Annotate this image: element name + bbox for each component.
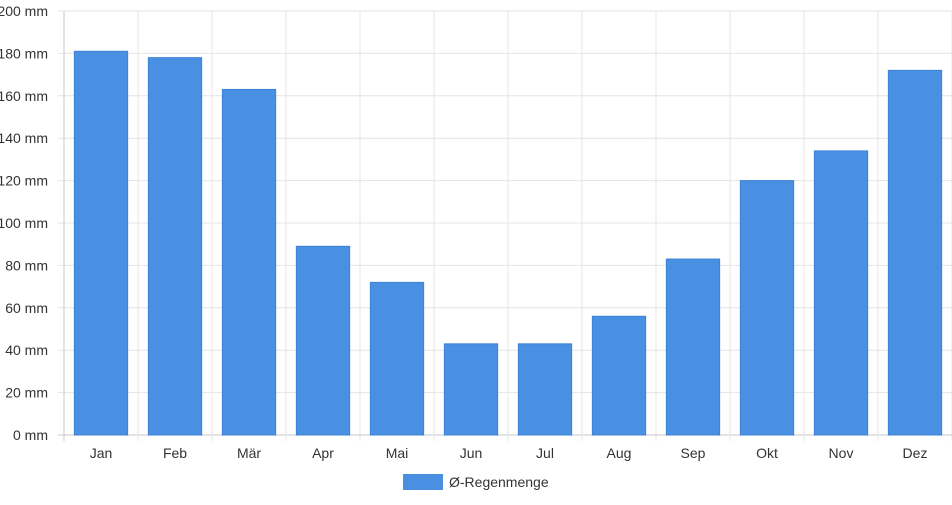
y-tick-label: 140 mm: [0, 130, 48, 146]
bar: [887, 69, 943, 436]
legend-swatch: [403, 474, 443, 490]
bar: [443, 343, 499, 436]
x-tick-label: Okt: [756, 445, 778, 461]
x-tick-label: Nov: [829, 445, 854, 461]
y-tick-label: 180 mm: [0, 45, 48, 61]
y-tick-label: 60 mm: [5, 300, 48, 316]
legend-label: Ø-Regenmenge: [449, 474, 549, 490]
y-tick-label: 120 mm: [0, 173, 48, 189]
y-tick-label: 40 mm: [5, 342, 48, 358]
x-tick-label: Jun: [460, 445, 483, 461]
y-tick-label: 160 mm: [0, 88, 48, 104]
y-tick-label: 0 mm: [13, 427, 48, 443]
axes: 0 mm 20 mm 40 mm 60 mm 80 mm 100 mm 120 mm 140 …: [0, 3, 927, 461]
bar: [665, 258, 721, 436]
x-tick-label: Sep: [681, 445, 706, 461]
bar: [147, 57, 203, 436]
x-tick-label: Aug: [607, 445, 632, 461]
legend[interactable]: Ø-Regenmenge: [403, 472, 549, 492]
x-tick-label: Dez: [903, 445, 928, 461]
grid: [58, 10, 952, 441]
bar: [591, 315, 647, 436]
bar: [517, 343, 573, 436]
bar: [73, 50, 129, 436]
y-tick-label: 200 mm: [0, 3, 48, 19]
bar: [221, 88, 277, 436]
y-tick-label: 20 mm: [5, 385, 48, 401]
x-tick-label: Apr: [312, 445, 334, 461]
bar: [369, 281, 425, 436]
y-tick-label: 100 mm: [0, 215, 48, 231]
x-tick-label: Jan: [90, 445, 113, 461]
x-tick-label: Mai: [386, 445, 409, 461]
bar: [739, 180, 795, 436]
bars: [73, 50, 943, 436]
bar: [813, 150, 869, 436]
bar: [295, 245, 351, 436]
x-tick-label: Feb: [163, 445, 187, 461]
y-tick-label: 80 mm: [5, 257, 48, 273]
x-tick-label: Jul: [536, 445, 554, 461]
x-tick-label: Mär: [237, 445, 261, 461]
